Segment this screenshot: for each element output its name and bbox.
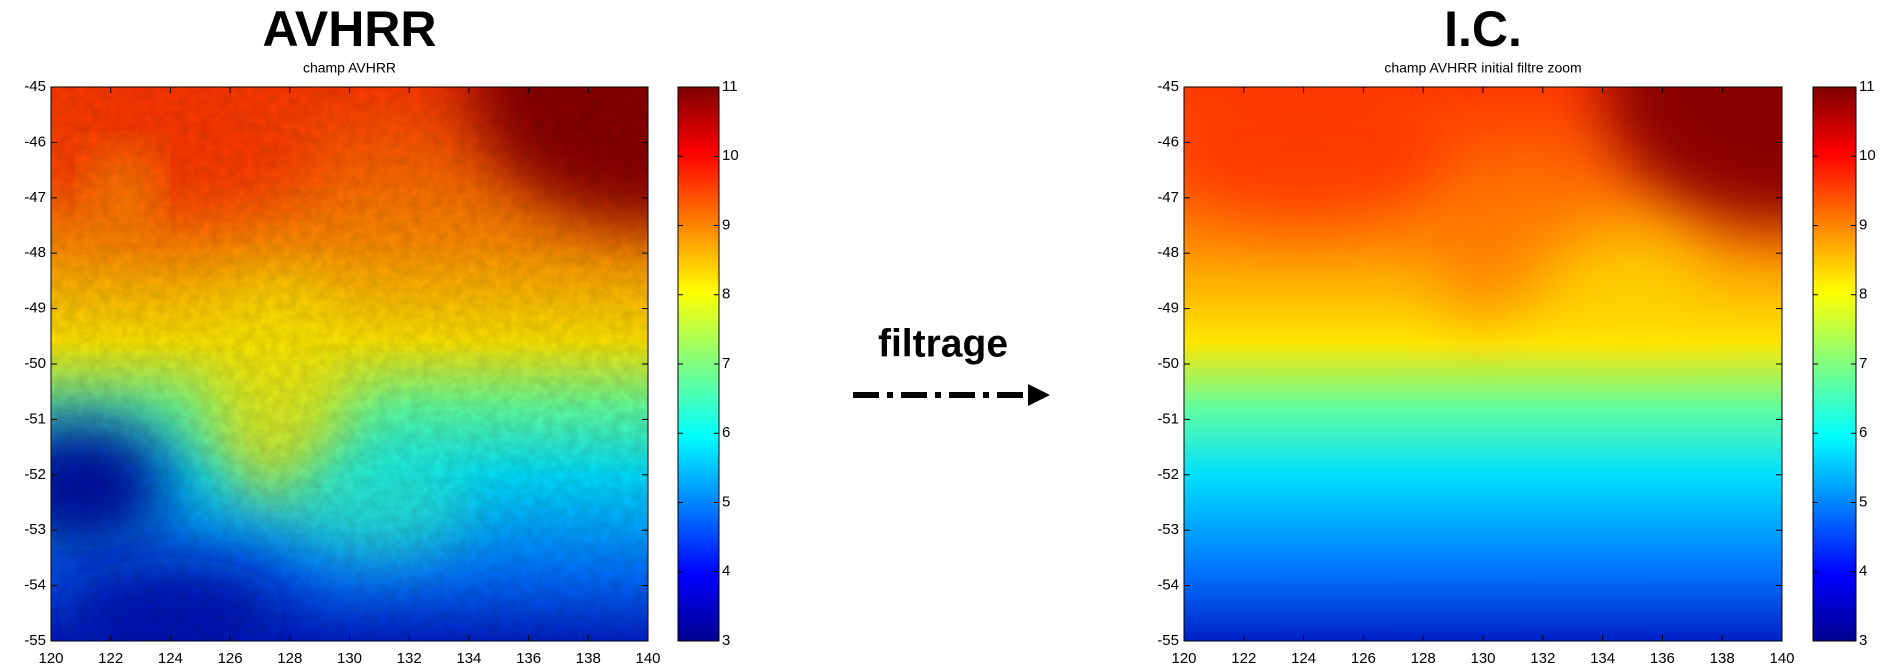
x-tick-label: 120 (38, 650, 63, 667)
x-tick-label: 140 (1769, 650, 1794, 667)
x-tick-label: 132 (397, 650, 422, 667)
colorbar (677, 86, 720, 642)
y-tick-label: -52 (24, 466, 46, 483)
colorbar-tick-label: 7 (1859, 355, 1867, 372)
y-tick-label: -52 (1157, 466, 1179, 483)
x-tick-label: 120 (1171, 650, 1196, 667)
x-tick-label: 124 (158, 650, 183, 667)
y-tick-label: -50 (24, 355, 46, 372)
colorbar-tick-label: 10 (722, 147, 739, 164)
x-tick-label: 132 (1530, 650, 1555, 667)
x-tick-label: 136 (1650, 650, 1675, 667)
y-tick-label: -49 (24, 300, 46, 317)
arrow-annotation: filtrage (853, 322, 1050, 406)
x-tick-label: 126 (218, 650, 243, 667)
chart-subtitle: champ AVHRR initial filtre zoom (1384, 60, 1581, 76)
arrow-label: filtrage (878, 322, 1008, 365)
x-tick-label: 138 (1710, 650, 1735, 667)
x-tick-label: 128 (277, 650, 302, 667)
y-tick-label: -48 (1157, 244, 1179, 261)
y-tick-label: -46 (24, 133, 46, 150)
x-tick-label: 130 (337, 650, 362, 667)
y-tick-label: -46 (1157, 133, 1179, 150)
y-tick-label: -51 (1157, 410, 1179, 427)
colorbar-tick-label: 9 (722, 216, 730, 233)
y-tick-label: -50 (1157, 355, 1179, 372)
x-tick-label: 134 (456, 650, 481, 667)
chart-title: I.C. (1444, 1, 1522, 57)
colorbar-tick-label: 10 (1859, 147, 1876, 164)
colorbar-tick-label: 9 (1859, 216, 1867, 233)
colorbar (1812, 86, 1857, 642)
y-tick-label: -48 (24, 244, 46, 261)
field-image (1184, 87, 1782, 641)
arrow-head (1028, 384, 1050, 406)
y-tick-label: -45 (1157, 78, 1179, 95)
chart: I.C. champ AVHRR initial filtre zoom 120 12… (1157, 1, 1876, 667)
y-tick-label: -54 (1157, 577, 1179, 594)
y-tick-label: -49 (1157, 300, 1179, 317)
colorbar-tick-label: 8 (722, 286, 730, 303)
x-tick-label: 136 (516, 650, 541, 667)
y-tick-label: -53 (24, 521, 46, 538)
colorbar-tick-label: 5 (722, 493, 730, 510)
colorbar-tick-label: 3 (722, 632, 730, 649)
colorbar-tick-label: 4 (1859, 563, 1867, 580)
x-tick-label: 140 (635, 650, 660, 667)
y-tick-label: -55 (24, 632, 46, 649)
y-tick-label: -54 (24, 577, 46, 594)
y-tick-label: -53 (1157, 521, 1179, 538)
x-tick-label: 124 (1291, 650, 1316, 667)
y-tick-label: -51 (24, 410, 46, 427)
colorbar-tick-label: 11 (1859, 78, 1875, 95)
colorbar-tick-label: 4 (722, 563, 730, 580)
x-tick-label: 134 (1590, 650, 1615, 667)
chart: AVHRR champ AVHRR 120 122 124 126 128 130 132 134… (24, 1, 739, 667)
x-tick-label: 122 (1231, 650, 1256, 667)
colorbar-tick-label: 11 (722, 78, 738, 95)
field-blob (1184, 87, 1454, 220)
field-texture (51, 87, 648, 641)
x-tick-label: 122 (98, 650, 123, 667)
x-tick-label: 138 (576, 650, 601, 667)
field-blob (1560, 225, 1705, 337)
chart-subtitle: champ AVHRR (303, 60, 396, 76)
colorbar-tick-label: 7 (722, 355, 730, 372)
y-tick-label: -47 (1157, 189, 1179, 206)
y-tick-label: -45 (24, 78, 46, 95)
colorbar-tick-label: 6 (722, 424, 730, 441)
x-tick-label: 126 (1351, 650, 1376, 667)
colorbar-tick-label: 8 (1859, 286, 1867, 303)
field-image (51, 87, 648, 641)
y-tick-label: -47 (24, 189, 46, 206)
x-tick-label: 128 (1411, 650, 1436, 667)
y-tick-label: -55 (1157, 632, 1179, 649)
colorbar-tick-label: 5 (1859, 493, 1867, 510)
colorbar-tick-label: 3 (1859, 632, 1867, 649)
field-blob (1602, 87, 1782, 226)
x-tick-label: 130 (1470, 650, 1495, 667)
colorbar-tick-label: 6 (1859, 424, 1867, 441)
chart-title: AVHRR (262, 1, 436, 57)
field-blob (1435, 186, 1531, 320)
